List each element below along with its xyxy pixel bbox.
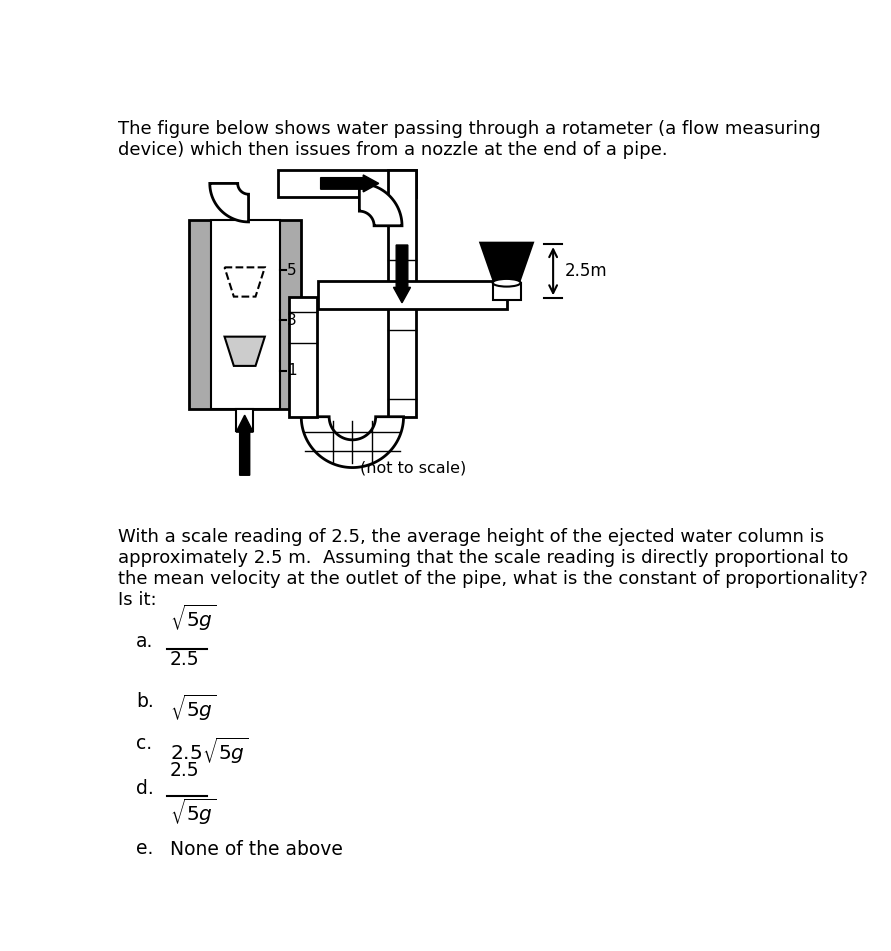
Polygon shape [225, 337, 265, 366]
Text: $\sqrt{5g}$: $\sqrt{5g}$ [169, 603, 216, 633]
Polygon shape [359, 184, 402, 225]
FancyArrow shape [394, 245, 411, 302]
Text: 2.5: 2.5 [169, 650, 199, 670]
Polygon shape [480, 243, 533, 282]
FancyArrow shape [321, 175, 379, 192]
Bar [289, 297, 316, 417]
Text: 2.5: 2.5 [169, 761, 199, 780]
Bar [318, 281, 507, 309]
Text: With a scale reading of 2.5, the average height of the ejected water column is
a: With a scale reading of 2.5, the average… [118, 529, 868, 609]
Text: (not to scale): (not to scale) [361, 461, 467, 476]
Text: The figure below shows water passing through a rotameter (a flow measuring
devic: The figure below shows water passing thr… [118, 120, 821, 159]
FancyArrow shape [236, 416, 253, 476]
Text: b.: b. [136, 691, 154, 710]
Bar [388, 169, 416, 417]
Text: a.: a. [136, 631, 153, 650]
Bar [493, 282, 520, 300]
Text: 1: 1 [287, 363, 297, 378]
Text: e.: e. [136, 839, 153, 858]
Text: c.: c. [136, 734, 152, 753]
Text: $2.5\sqrt{5g}$: $2.5\sqrt{5g}$ [169, 735, 248, 766]
Polygon shape [301, 417, 404, 468]
Bar [189, 221, 301, 409]
Bar [210, 221, 280, 409]
Text: 2.5m: 2.5m [565, 262, 608, 281]
Text: $\sqrt{5g}$: $\sqrt{5g}$ [169, 693, 216, 724]
Text: 3: 3 [287, 313, 297, 328]
Text: 5: 5 [287, 262, 297, 278]
Text: d.: d. [136, 779, 154, 798]
Polygon shape [209, 184, 249, 222]
Bar [236, 409, 253, 431]
Ellipse shape [493, 279, 520, 286]
Text: None of the above: None of the above [169, 841, 342, 860]
Text: $\sqrt{5g}$: $\sqrt{5g}$ [169, 797, 216, 827]
Bar [278, 169, 416, 197]
